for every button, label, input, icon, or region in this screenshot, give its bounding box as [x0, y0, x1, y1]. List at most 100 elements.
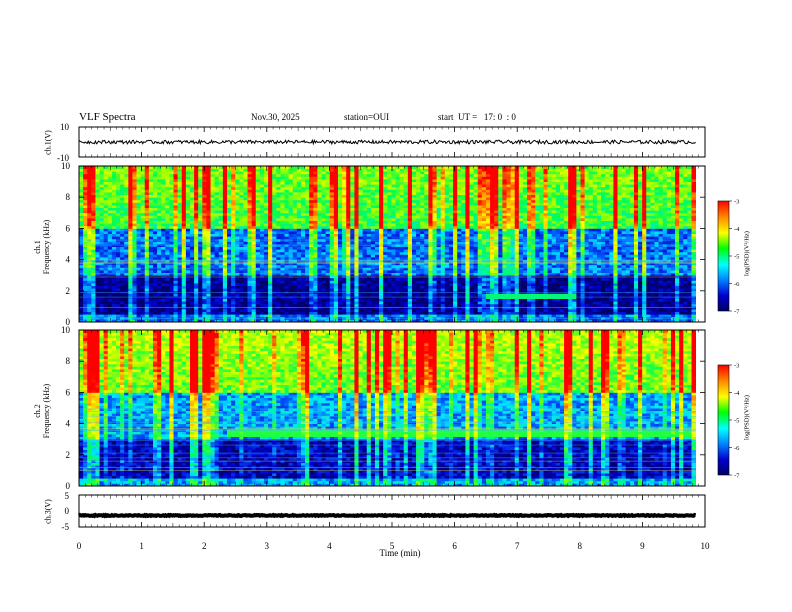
spectrogram-cell [243, 267, 248, 271]
spectrogram-cell [337, 288, 343, 292]
spectrogram-cell [239, 249, 244, 253]
spectrogram-cell [144, 303, 150, 307]
spectrogram-cell [366, 293, 372, 297]
spectrogram-cell [374, 264, 380, 268]
spectrogram-cell [383, 272, 388, 276]
spectrogram-cell [214, 257, 220, 260]
spectrogram-cell [218, 244, 224, 247]
spectrogram-cell [83, 218, 88, 221]
spectrogram-cell [346, 257, 351, 260]
spectrogram-cell [116, 314, 121, 318]
spectrogram-cell [280, 212, 285, 216]
spectrogram-cell [87, 275, 92, 279]
spectrogram-cell [181, 244, 187, 247]
spectrogram-cell [148, 181, 154, 185]
spectrogram-cell [280, 192, 285, 195]
spectrogram-cell [169, 311, 174, 315]
spectrogram-cell [231, 215, 236, 219]
spectrogram-cell [263, 168, 269, 172]
spectrogram-cell [161, 298, 166, 302]
spectrogram-cell [383, 285, 388, 289]
spectrogram-cell [83, 257, 88, 260]
spectrogram-cell [383, 298, 388, 302]
spectrogram-cell [243, 218, 248, 221]
spectrogram-cell [128, 223, 133, 227]
spectrogram-cell [354, 303, 359, 307]
spectrogram-cell [395, 179, 401, 182]
spectrogram-cell [148, 277, 154, 281]
spectrogram-cell [387, 298, 392, 302]
spectrogram-cell [194, 171, 199, 175]
spectrogram-cell [235, 225, 240, 229]
spectrogram-cell [358, 171, 364, 175]
spectrogram-cell [379, 254, 384, 258]
spectrogram-cell [391, 223, 396, 227]
spectrogram-cell [111, 218, 117, 221]
spectrogram-cell [169, 303, 174, 307]
spectrogram-cell [214, 212, 220, 216]
spectrogram-cell [214, 293, 220, 297]
spectrogram-cell [317, 189, 322, 193]
spectrogram-cell [181, 205, 187, 208]
spectrogram-cell [152, 202, 158, 206]
spectrogram-cell [358, 301, 364, 305]
spectrogram-cell [300, 264, 306, 268]
spectrogram-cell [317, 176, 322, 180]
spectrogram-cell [259, 264, 265, 268]
spectrogram-cell [374, 301, 380, 305]
spectrogram-cell [111, 311, 117, 315]
spectrogram-cell [181, 184, 187, 188]
spectrogram-cell [329, 280, 335, 284]
spectrogram-cell [251, 288, 257, 292]
spectrogram-cell [169, 254, 174, 258]
spectrogram-cell [111, 186, 117, 190]
spectrogram-cell [284, 199, 290, 203]
spectrogram-cell [165, 197, 170, 201]
spectrogram-cell [296, 244, 302, 247]
spectrogram-cell [169, 186, 174, 190]
spectrogram-cell [198, 223, 203, 227]
spectrogram-cell [313, 202, 318, 206]
spectrogram-cell [259, 228, 265, 232]
spectrogram-cell [354, 272, 359, 276]
spectrogram-cell [165, 249, 170, 253]
spectrogram-cell [181, 207, 187, 211]
spectrogram-cell [354, 288, 359, 292]
spectrogram-cell [272, 264, 277, 268]
spectrogram-cell [144, 249, 150, 253]
spectrogram-cell [276, 275, 281, 279]
spectrogram-cell [91, 212, 96, 216]
spectrogram-cell [300, 228, 306, 232]
spectrogram-cell [317, 231, 322, 234]
spectrogram-cell [329, 192, 335, 195]
spectrogram-cell [288, 228, 294, 232]
spectrogram-cell [259, 199, 265, 203]
spectrogram-cell [288, 303, 294, 307]
spectrogram-cell [231, 296, 236, 299]
spectrogram-cell [321, 223, 327, 227]
spectrogram-cell [350, 173, 355, 177]
spectrogram-cell [387, 283, 392, 286]
spectrogram-cell [292, 223, 298, 227]
spectrogram-cell [325, 186, 331, 190]
spectrogram-cell [231, 314, 236, 318]
spectrogram-cell [128, 272, 133, 276]
spectrogram-cell [280, 285, 285, 289]
spectrogram-cell [128, 166, 133, 169]
spectrogram-cell [263, 186, 269, 190]
spectrogram-cell [333, 212, 339, 216]
spectrogram-cell [383, 212, 388, 216]
spectrogram-cell [416, 251, 421, 255]
spectrogram-cell [403, 280, 409, 284]
spectrogram-cell [99, 257, 105, 260]
spectrogram-cell [239, 301, 244, 305]
spectrogram-cell [202, 251, 207, 255]
spectrogram-cell [247, 283, 253, 286]
spectrogram-cell [165, 246, 170, 250]
spectrogram-cell [247, 262, 253, 266]
spectrogram-cell [103, 202, 109, 206]
spectrogram-cell [231, 270, 236, 273]
spectrogram-cell [235, 246, 240, 250]
spectrogram-cell [132, 309, 137, 312]
spectrogram-cell [169, 275, 174, 279]
